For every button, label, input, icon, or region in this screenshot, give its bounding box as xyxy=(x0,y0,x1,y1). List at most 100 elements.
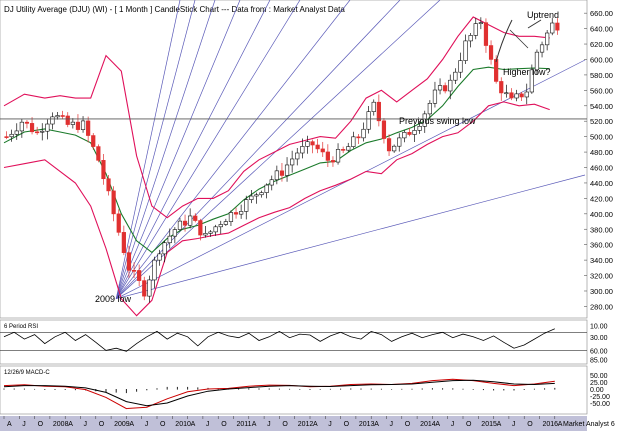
annotation-higher-low: Higher low? xyxy=(503,67,551,77)
time-tick-label: O xyxy=(221,421,227,428)
time-tick-label: 2010 xyxy=(175,421,191,428)
candle-body xyxy=(152,259,157,281)
candle-body xyxy=(407,132,412,135)
candle-body xyxy=(448,79,453,92)
time-axis-labels: A J O 2008 A J O 2009 A J O 2010 A J O 2011 A J O 2012 A J O 20… xyxy=(3,416,563,428)
candle-body xyxy=(325,151,330,161)
time-tick-label: A xyxy=(313,421,318,428)
candle-body xyxy=(504,92,509,95)
fan-line xyxy=(115,0,181,299)
time-tick-label: O xyxy=(527,421,533,428)
candle-body xyxy=(386,138,392,152)
macd-y-tick-label: 0.00 xyxy=(590,387,604,394)
candle-body xyxy=(279,170,285,176)
time-tick-label: J xyxy=(267,421,271,428)
fan-line xyxy=(115,0,271,299)
candle-body xyxy=(468,35,473,42)
candle-body xyxy=(228,212,234,222)
candle-body xyxy=(335,149,341,163)
time-tick-label: A xyxy=(252,421,257,428)
candle-body xyxy=(177,220,183,230)
candle-body xyxy=(24,121,30,124)
candle-body xyxy=(473,23,478,36)
candle-body xyxy=(264,184,269,193)
candle-body xyxy=(494,59,499,82)
time-tick-label: 2013 xyxy=(359,421,375,428)
time-tick-label: J xyxy=(451,421,455,428)
candle-body xyxy=(193,215,198,221)
candle-body xyxy=(40,130,45,133)
candle-body xyxy=(290,158,295,166)
time-tick-label: J xyxy=(22,421,26,428)
price-y-tick-label: 340.00 xyxy=(590,256,613,265)
time-tick-label: A xyxy=(7,421,12,428)
annotations: Uptrend Higher low? Previous swing low 2… xyxy=(95,10,559,304)
candle-body xyxy=(529,69,534,93)
candle-body xyxy=(371,101,376,112)
candle-body xyxy=(458,60,463,73)
price-y-tick-label: 560.00 xyxy=(590,86,613,95)
time-tick-label: A xyxy=(374,421,379,428)
candle-body xyxy=(509,92,514,99)
candle-body xyxy=(9,133,14,138)
fan-line xyxy=(115,0,216,299)
candle-body xyxy=(147,279,152,297)
candle-body xyxy=(167,235,172,244)
price-y-tick-label: 440.00 xyxy=(590,179,613,188)
candle-body xyxy=(519,93,524,98)
time-tick-label: A xyxy=(497,421,502,428)
macd-panel: 12/26/9 MACD-C 50.0025.000.00-25.00-50.0… xyxy=(0,365,610,415)
candle-body xyxy=(142,280,147,297)
time-tick-label: J xyxy=(145,421,149,428)
price-y-tick-label: 580.00 xyxy=(590,71,613,80)
time-tick-label: J xyxy=(206,421,210,428)
candle-body xyxy=(366,111,371,130)
chart-title: DJ Utility Average (DJU) (WI) - [ 1 Mont… xyxy=(4,5,345,14)
candle-body xyxy=(29,123,35,133)
candle-body xyxy=(351,136,356,147)
candle-body xyxy=(60,115,65,117)
candle-body xyxy=(259,192,264,196)
candle-body xyxy=(182,220,188,226)
time-tick-label: O xyxy=(344,421,350,428)
rsi-line xyxy=(3,328,555,352)
candle-body xyxy=(310,141,315,146)
candle-body xyxy=(65,115,70,125)
candle-body xyxy=(131,270,137,272)
price-y-tick-label: 420.00 xyxy=(590,194,613,203)
candle-body xyxy=(162,242,167,255)
time-tick-label: 2008 xyxy=(53,421,69,428)
candle-body xyxy=(463,40,468,61)
candle-body xyxy=(45,123,50,132)
time-tick-label: 2012 xyxy=(298,421,314,428)
time-tick-label: O xyxy=(38,421,44,428)
time-tick-label: O xyxy=(160,421,166,428)
fan-line xyxy=(115,0,241,299)
fan-line xyxy=(115,0,441,299)
price-y-tick-label: 300.00 xyxy=(590,287,613,296)
time-tick-label: A xyxy=(435,421,440,428)
price-y-tick-label: 620.00 xyxy=(590,40,613,49)
candle-body xyxy=(14,130,19,135)
candle-body xyxy=(198,220,203,236)
candle-body xyxy=(315,144,320,150)
candle-body xyxy=(555,22,560,31)
annotation-uptrend: Uptrend xyxy=(527,10,559,20)
fan-line xyxy=(115,0,196,299)
time-tick-label: A xyxy=(191,421,196,428)
price-y-axis: 280.00 300.00 320.00 340.00 360.00 380.00 400.… xyxy=(584,9,613,311)
time-tick-label: O xyxy=(99,421,105,428)
candle-body xyxy=(137,270,142,281)
footer-label: Market Analyst 6 xyxy=(563,421,615,428)
candle-body xyxy=(244,199,249,212)
time-tick-label: O xyxy=(282,421,288,428)
time-tick-label: J xyxy=(512,421,516,428)
candles xyxy=(4,17,560,303)
fan-line xyxy=(116,174,586,300)
candle-body xyxy=(341,149,346,151)
candle-body xyxy=(274,170,279,181)
price-y-tick-label: 640.00 xyxy=(590,25,613,34)
candle-body xyxy=(249,195,254,200)
